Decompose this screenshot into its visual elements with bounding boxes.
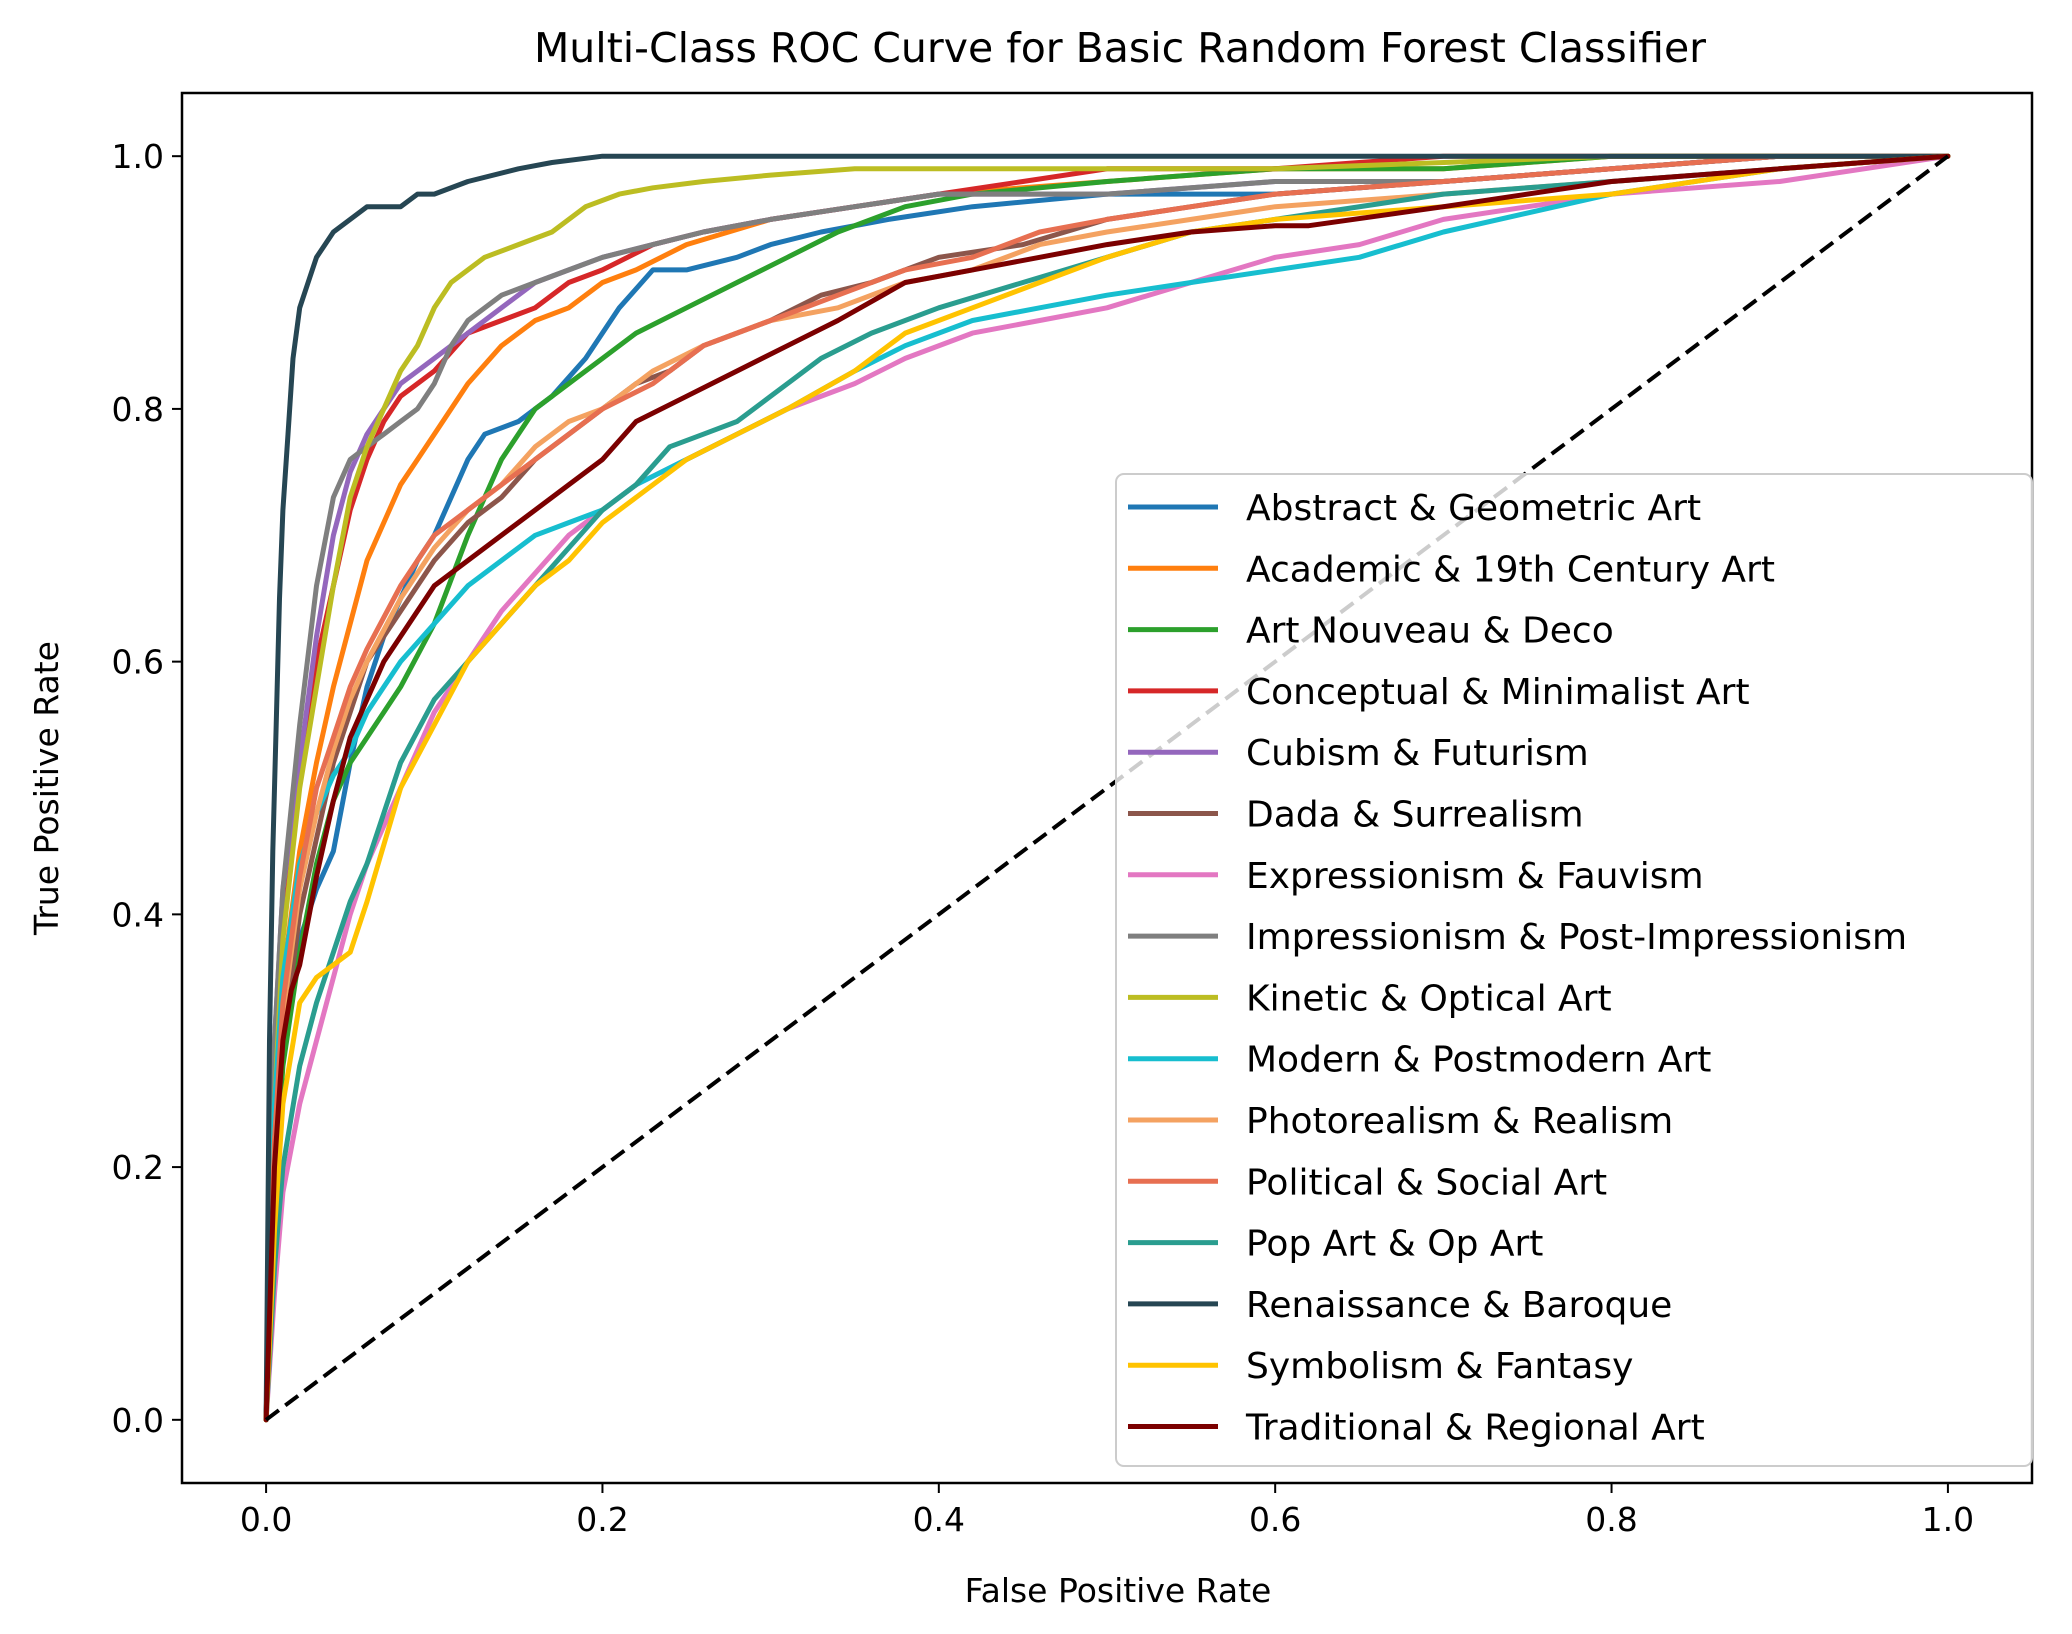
x-tick-label: 0.8: [1585, 1500, 1637, 1539]
y-tick-label: 0.0: [112, 1401, 164, 1440]
y-axis-ticks: 0.0 0.2 0.4 0.6 0.8 1.0: [112, 137, 182, 1440]
roc-series-group: [263, 153, 1951, 1423]
legend-label-cubism-and-futurism: Cubism & Futurism: [1246, 733, 1589, 774]
legend-label-pop-art-and-op-art: Pop Art & Op Art: [1246, 1224, 1543, 1265]
legend-label-dada-and-surrealism: Dada & Surrealism: [1246, 795, 1584, 836]
roc-line-political-and-social-art: [263, 153, 1951, 1423]
legend-label-traditional-and-regional-art: Traditional & Regional Art: [1245, 1408, 1705, 1449]
legend-box: [1115, 473, 2033, 1467]
x-tick-label: 1.0: [1922, 1500, 1974, 1539]
x-axis-label: False Positive Rate: [965, 1571, 1272, 1610]
legend-label-academic-and-19th-century-art: Academic & 19th Century Art: [1246, 549, 1775, 590]
y-axis-label: True Positive Rate: [27, 641, 66, 936]
chance-diagonal-line: [264, 154, 1950, 1422]
y-tick-label: 0.6: [112, 643, 164, 682]
chart-title: Multi-Class ROC Curve for Basic Random F…: [534, 24, 1706, 72]
legend-entries: Abstract & Geometric Art Academic & 19th …: [1128, 488, 1907, 1449]
x-tick-label: 0.4: [913, 1500, 965, 1539]
y-tick-label: 0.4: [112, 895, 164, 934]
y-tick-label: 0.8: [112, 390, 164, 429]
roc-line-impressionism-and-post-impressionism: [263, 153, 1951, 1423]
roc-line-kinetic-and-optical-art: [263, 153, 1951, 1423]
legend-label-abstract-and-geometric-art: Abstract & Geometric Art: [1246, 488, 1701, 529]
legend: Abstract & Geometric Art Academic & 19th …: [1115, 473, 2033, 1467]
reference-line-group: [264, 154, 1950, 1422]
legend-label-expressionism-and-fauvism: Expressionism & Fauvism: [1246, 856, 1704, 897]
x-tick-label: 0.0: [240, 1500, 292, 1539]
plot-area: [180, 91, 2034, 1485]
legend-label-art-nouveau-and-deco: Art Nouveau & Deco: [1246, 611, 1614, 652]
x-axis-ticks: 0.0 0.2 0.4 0.6 0.8 1.0: [240, 1483, 1974, 1539]
legend-label-kinetic-and-optical-art: Kinetic & Optical Art: [1246, 978, 1612, 1019]
x-tick-label: 0.6: [1249, 1500, 1301, 1539]
legend-label-modern-and-postmodern-art: Modern & Postmodern Art: [1246, 1040, 1711, 1081]
roc-line-traditional-and-regional-art: [263, 153, 1951, 1423]
legend-label-conceptual-and-minimalist-art: Conceptual & Minimalist Art: [1246, 672, 1750, 713]
roc-line-renaissance-and-baroque: [263, 153, 1951, 1423]
y-tick-label: 0.2: [112, 1148, 164, 1187]
legend-label-photorealism-and-realism: Photorealism & Realism: [1246, 1101, 1673, 1142]
y-tick-label: 1.0: [112, 137, 164, 176]
legend-label-political-and-social-art: Political & Social Art: [1246, 1162, 1607, 1203]
legend-label-renaissance-and-baroque: Renaissance & Baroque: [1246, 1285, 1672, 1326]
legend-label-symbolism-and-fantasy: Symbolism & Fantasy: [1246, 1346, 1633, 1387]
legend-label-impressionism-and-post-impressionism: Impressionism & Post-Impressionism: [1246, 917, 1907, 958]
x-tick-label: 0.2: [576, 1500, 628, 1539]
